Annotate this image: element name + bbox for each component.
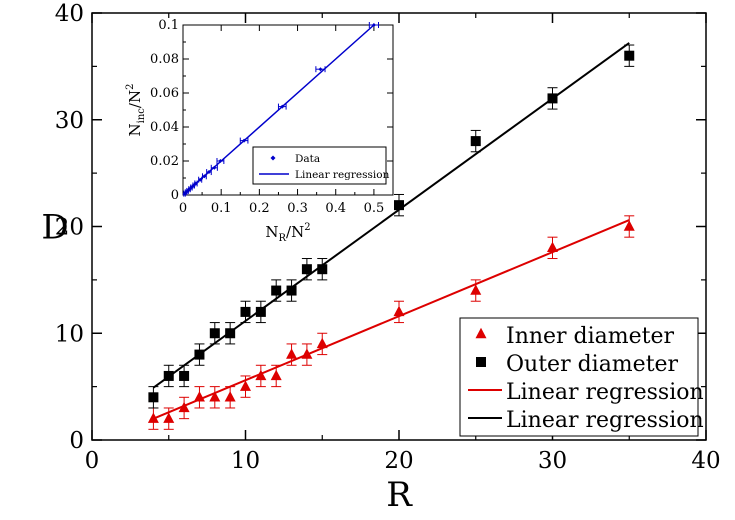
inner-diameter-point <box>147 412 159 423</box>
inner-diameter-point <box>193 391 205 402</box>
x-tick-label: 10 <box>231 448 260 474</box>
inset-x-tick-label: 0.5 <box>364 201 385 216</box>
inset-x-tick-label: 0.1 <box>211 201 232 216</box>
y-tick-label: 20 <box>55 215 84 241</box>
inner-diameter-point <box>316 337 328 349</box>
inset-x-tick-label: 0 <box>179 201 187 216</box>
inner-diameter-point <box>255 369 267 381</box>
legend-label: Linear regression <box>506 408 704 433</box>
x-tick-label: 0 <box>85 448 100 474</box>
inset-x-tick-label: 0.2 <box>249 201 270 216</box>
inner-diameter-point <box>286 348 298 359</box>
inset-legend-marker <box>270 155 276 161</box>
inner-diameter-point <box>224 391 236 402</box>
legend-box <box>459 317 699 437</box>
inset-data-point <box>206 170 211 175</box>
legend-marker <box>475 327 487 339</box>
inset-data-point <box>371 23 376 27</box>
y-tick-label: 30 <box>55 108 84 134</box>
regression-line <box>153 219 630 420</box>
inner-diameter-point <box>393 305 405 317</box>
inner-diameter-point <box>547 241 558 253</box>
inset-y-tick-label: 0 <box>171 188 179 203</box>
inset-x-axis-label: NR/N2 <box>265 222 310 244</box>
inset-legend-label: Linear regression <box>295 169 390 181</box>
inset-data-point <box>198 177 203 182</box>
inset-y-axis-label: Ninc/N2 <box>125 84 147 137</box>
inset-data-point <box>193 181 198 186</box>
outer-diameter-point <box>547 93 558 104</box>
inner-diameter-point <box>209 391 221 402</box>
inset-data-point <box>318 67 323 72</box>
inner-diameter-point <box>301 348 313 359</box>
outer-diameter-point <box>271 285 282 296</box>
inner-diameter-point <box>163 412 175 423</box>
outer-diameter-point <box>148 392 159 403</box>
outer-diameter-point <box>209 328 220 339</box>
y-axis-label: D <box>41 208 68 248</box>
y-tick-label: 10 <box>55 321 84 347</box>
inner-diameter-point <box>270 369 282 381</box>
inset-x-tick-label: 0.4 <box>325 201 346 216</box>
outer-diameter-point <box>286 285 297 296</box>
main-plot: 0 10 20 30 40 0 10 20 30 40 R D <box>41 1 720 515</box>
inset-x-tick-label: 0.3 <box>287 201 308 216</box>
outer-diameter-point <box>179 370 190 381</box>
inset-y-tick-label: 0.06 <box>150 86 179 101</box>
y-tick-label: 0 <box>69 428 84 454</box>
inset-plot: 0 0.1 0.2 0.3 0.4 0.5 0 0.02 0.04 0.06 0.08 0.1 NR/N… <box>125 18 394 244</box>
outer-diameter-point <box>225 328 236 339</box>
outer-diameter-point <box>240 306 251 317</box>
inset-data-point <box>212 165 217 170</box>
inner-diameter-point <box>470 284 482 295</box>
outer-diameter-point <box>470 136 481 147</box>
x-tick-label: 20 <box>384 448 413 474</box>
legend-label: Linear regression <box>506 380 704 405</box>
outer-diameter-point <box>301 264 312 275</box>
x-axis-label: R <box>386 475 413 515</box>
inset-y-tick-label: 0.04 <box>150 120 179 135</box>
outer-diameter-point <box>394 200 404 211</box>
inset-data-point <box>280 104 285 109</box>
outer-diameter-point <box>317 264 328 275</box>
inner-diameter-point <box>240 380 251 391</box>
y-tick-label: 40 <box>55 1 84 27</box>
inset-y-tick-label: 0.1 <box>158 18 179 33</box>
legend-label: Inner diameter <box>506 324 675 349</box>
outer-diameter-point <box>255 306 266 317</box>
outer-diameter-point <box>624 50 635 61</box>
inner-diameter-point <box>623 220 635 231</box>
inner-diameter-point <box>178 401 190 413</box>
x-tick-label: 30 <box>538 448 567 474</box>
legend-marker <box>476 357 486 367</box>
outer-diameter-point <box>163 370 174 381</box>
inset-y-tick-label: 0.02 <box>150 154 179 169</box>
inset-legend-label: Data <box>295 153 320 165</box>
legend-label: Outer diameter <box>506 352 679 377</box>
inset-data-point <box>218 159 223 163</box>
inset-data-point <box>202 174 207 179</box>
outer-diameter-point <box>194 349 205 360</box>
inset-data-point <box>242 138 247 143</box>
inset-data-point <box>189 185 194 190</box>
inset-y-tick-label: 0.08 <box>150 52 179 67</box>
x-tick-label: 40 <box>691 448 720 474</box>
main-legend: Inner diameter Outer diameter Linear regre… <box>459 317 704 437</box>
inset-legend-box <box>252 146 387 185</box>
